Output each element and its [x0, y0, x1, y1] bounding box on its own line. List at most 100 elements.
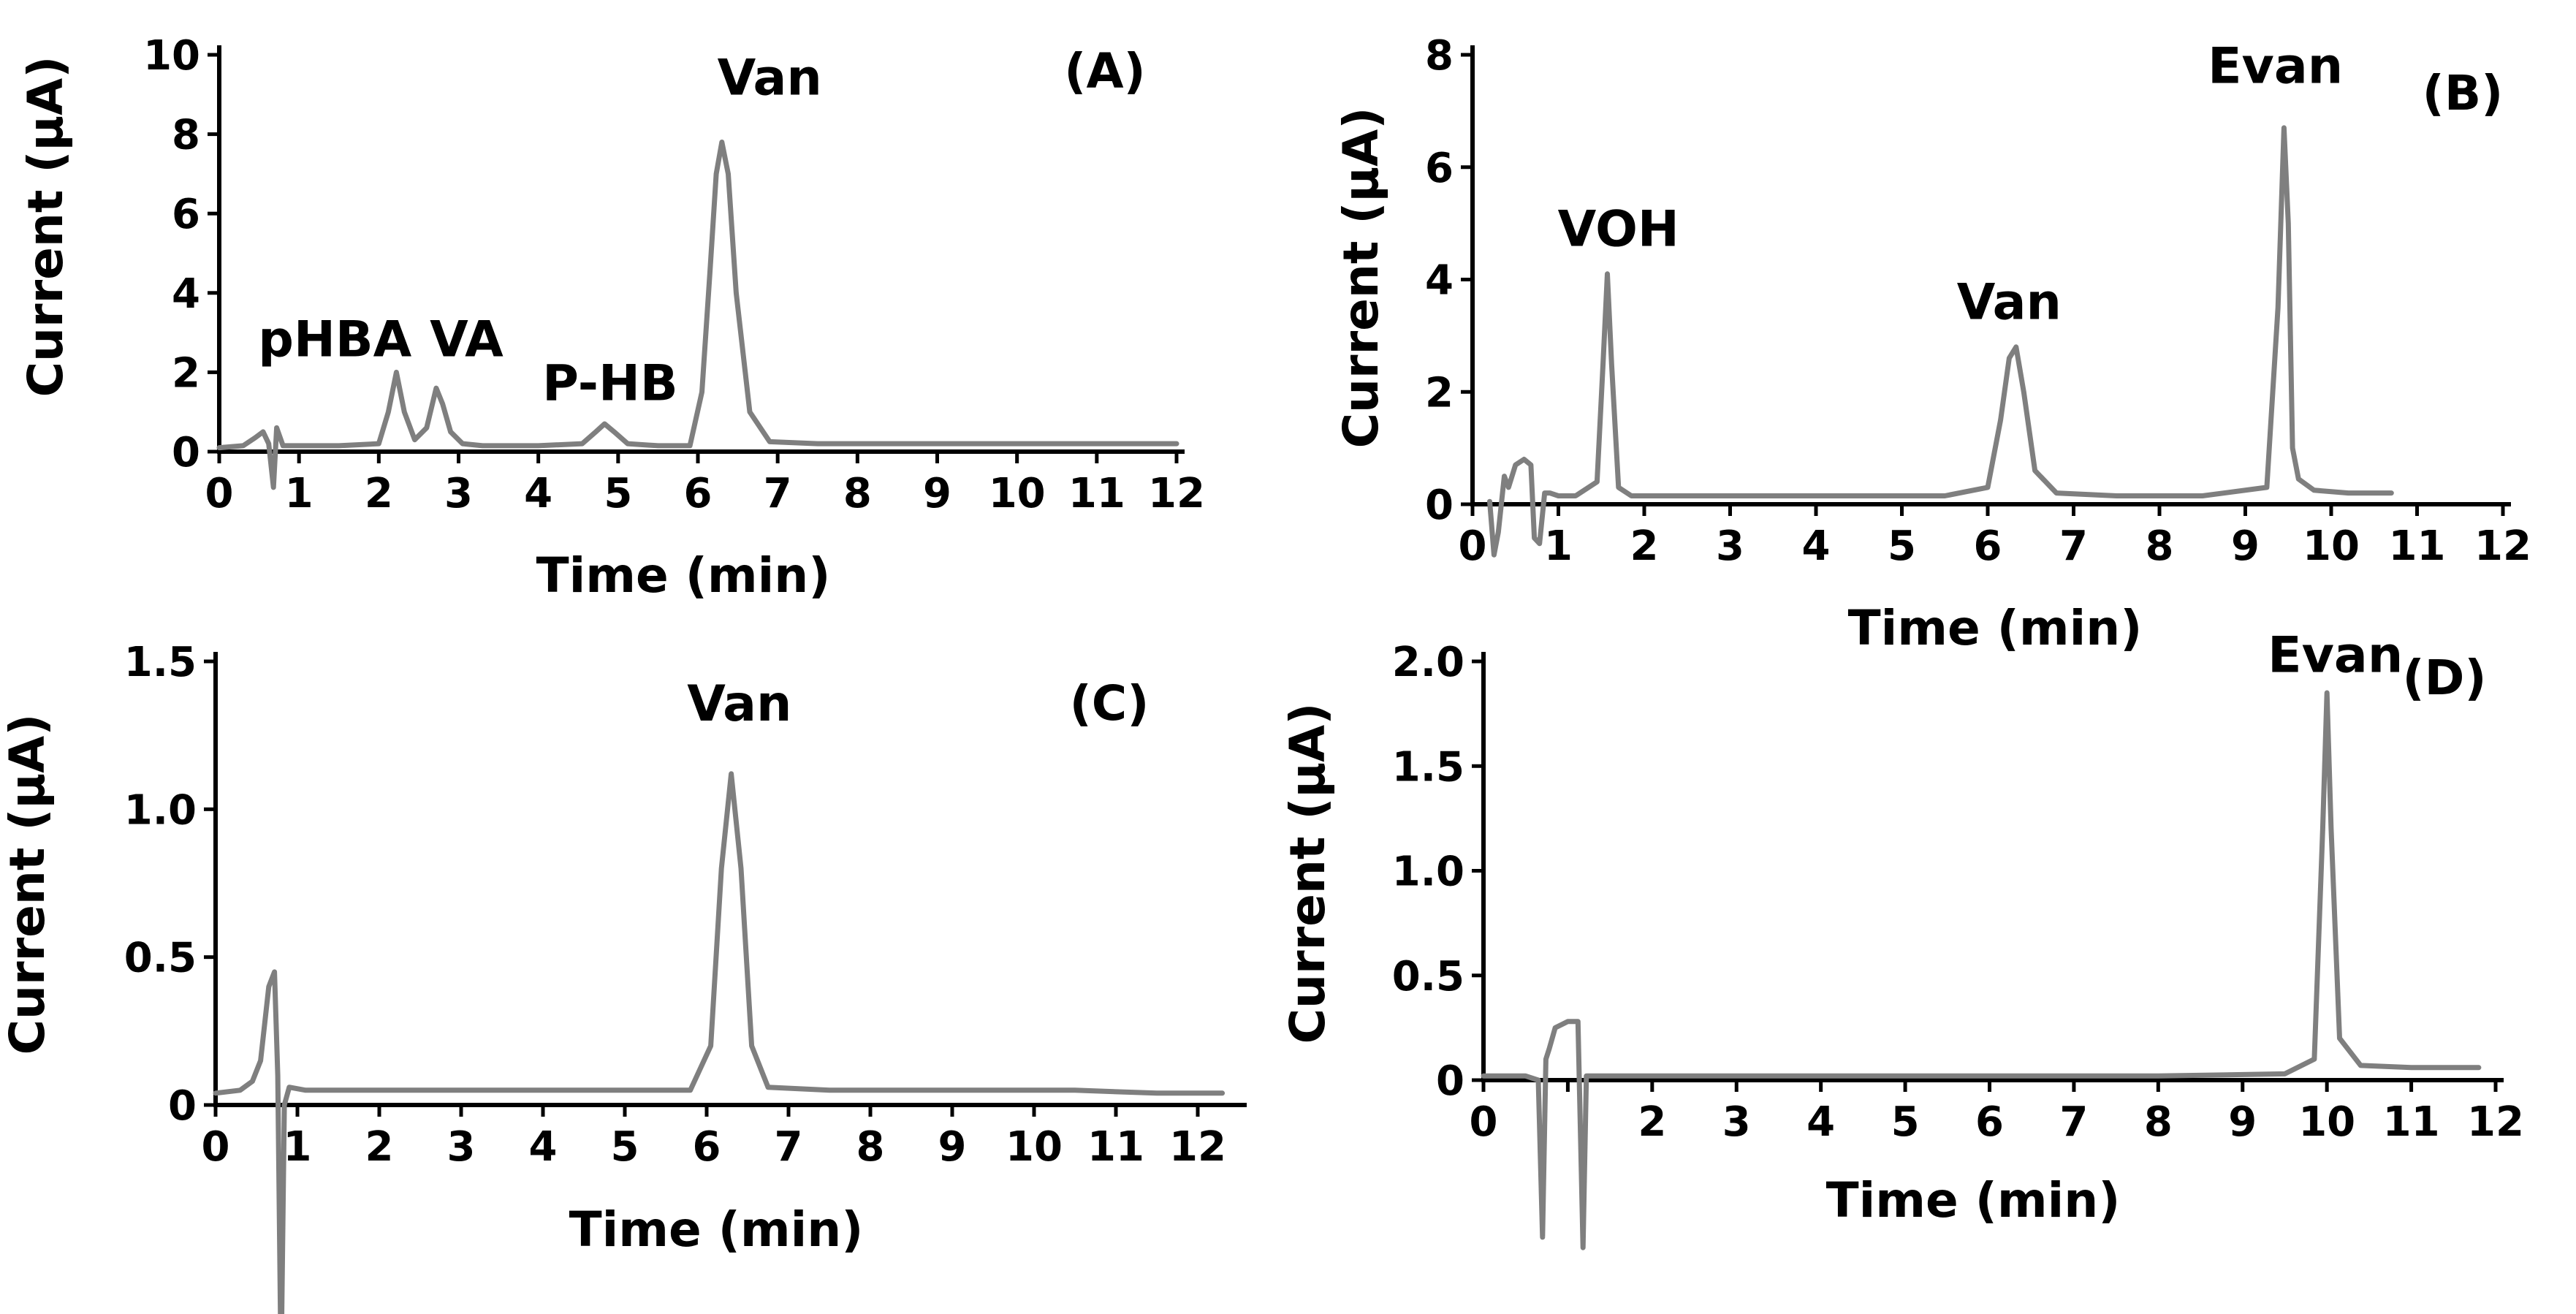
x-tick-label-b: 7	[2059, 523, 2088, 570]
y-tick-label-d: 0.5	[1392, 953, 1464, 1000]
peak-label-phba-a: pHBA	[258, 311, 411, 369]
x-tick-label-a: 12	[1148, 470, 1205, 517]
y-tick-label-a: 8	[172, 112, 200, 159]
panel-letter-b: (B)	[2423, 65, 2504, 121]
x-tick-label-c: 10	[1006, 1123, 1063, 1171]
x-tick-label-a: 1	[285, 470, 314, 517]
chromatogram-trace-c	[213, 771, 1226, 1314]
y-tick-label-a: 4	[172, 270, 200, 318]
x-tick-label-b: 4	[1802, 523, 1831, 570]
axes-d	[1481, 652, 2504, 1082]
x-tick-label-c: 8	[856, 1123, 885, 1171]
chromatogram-trace-d	[1481, 690, 2482, 1250]
x-tick-label-d: 8	[2144, 1098, 2173, 1146]
x-axis-title-c: Time (min)	[569, 1201, 864, 1258]
peak-label-voh-b: VOH	[1558, 200, 1679, 258]
y-tick-label-a: 6	[172, 191, 200, 238]
x-axis-title-b: Time (min)	[1848, 600, 2143, 656]
panel-d: 0 2 3 4 5 6 7 8 9 10 11 12 0 0.5 1.0 1.5 2.0 Time (min) Cu…	[1280, 626, 2524, 1250]
x-tick-label-c: 5	[611, 1123, 639, 1171]
y-tick-label-b: 4	[1425, 257, 1454, 305]
x-tick-label-c: 6	[693, 1123, 721, 1171]
x-tick-label-a: 11	[1068, 470, 1125, 517]
x-tick-label-d: 11	[2383, 1098, 2440, 1146]
y-tick-label-c: 0.5	[124, 935, 197, 982]
x-tick-label-a: 10	[989, 470, 1046, 517]
x-tick-label-b: 2	[1630, 523, 1659, 570]
panel-letter-c: (C)	[1070, 675, 1150, 732]
peak-label-va-a: VA	[430, 311, 504, 369]
x-tick-label-a: 0	[205, 470, 234, 517]
y-tick-label-d: 2.0	[1392, 639, 1464, 686]
x-tick-label-b: 6	[1974, 523, 2002, 570]
y-tick-label-a: 0	[172, 429, 200, 476]
y-tick-label-b: 2	[1425, 369, 1454, 417]
x-tick-label-a: 4	[524, 470, 552, 517]
x-tick-label-d: 4	[1806, 1098, 1835, 1146]
x-tick-label-c: 3	[447, 1123, 476, 1171]
x-tick-label-b: 1	[1544, 523, 1573, 570]
x-tick-label-d: 9	[2228, 1098, 2257, 1146]
x-tick-label-b: 5	[1888, 523, 1916, 570]
x-axis-title-d: Time (min)	[1826, 1172, 2121, 1228]
x-tick-label-b: 12	[2474, 523, 2531, 570]
panel-letter-a: (A)	[1064, 43, 1145, 99]
x-tick-label-c: 12	[1169, 1123, 1226, 1171]
x-tick-label-d: 0	[1470, 1098, 1498, 1146]
x-tick-label-c: 9	[938, 1123, 967, 1171]
x-tick-label-b: 3	[1716, 523, 1744, 570]
y-tick-label-b: 0	[1425, 482, 1454, 529]
y-tick-label-c: 1.0	[124, 786, 197, 834]
peak-label-p-hb-a: P-HB	[542, 354, 678, 412]
x-tick-label-a: 9	[923, 470, 951, 517]
x-tick-label-b: 8	[2146, 523, 2174, 570]
x-tick-label-d: 3	[1722, 1098, 1751, 1146]
peak-label-van-a: Van	[718, 49, 822, 107]
x-tick-label-c: 2	[365, 1123, 394, 1171]
y-axis-title-b: Current (µA)	[1333, 107, 1389, 449]
peak-label-van-c: Van	[687, 675, 791, 733]
y-tick-label-a: 10	[143, 32, 200, 80]
x-tick-label-a: 2	[365, 470, 393, 517]
y-axis-title-a: Current (µA)	[18, 56, 74, 398]
x-tick-label-c: 7	[775, 1123, 803, 1171]
peak-label-evan-b: Evan	[2208, 37, 2343, 95]
chromatogram-trace-b	[1487, 125, 2394, 558]
x-tick-label-d: 2	[1638, 1098, 1666, 1146]
y-tick-label-a: 2	[172, 349, 200, 397]
x-tick-label-c: 11	[1087, 1123, 1144, 1171]
y-tick-label-d: 1.0	[1392, 848, 1464, 896]
x-tick-label-b: 0	[1459, 523, 1487, 570]
y-axis-title-c: Current (µA)	[0, 714, 56, 1055]
x-tick-label-a: 8	[843, 470, 872, 517]
x-tick-label-d: 6	[1975, 1098, 2004, 1146]
x-axis-title-a: Time (min)	[536, 547, 831, 604]
x-tick-label-a: 6	[684, 470, 713, 517]
x-tick-label-b: 10	[2303, 523, 2360, 570]
panel-letter-d: (D)	[2402, 650, 2486, 706]
y-tick-label-d: 0	[1436, 1057, 1464, 1105]
x-tick-label-a: 5	[604, 470, 632, 517]
chromatogram-trace-a	[216, 140, 1179, 490]
x-tick-label-c: 4	[529, 1123, 558, 1171]
x-tick-label-b: 9	[2231, 523, 2260, 570]
x-tick-label-c: 1	[284, 1123, 312, 1171]
x-tick-label-a: 3	[444, 470, 473, 517]
x-tick-label-d: 5	[1891, 1098, 1920, 1146]
y-tick-label-b: 6	[1425, 145, 1454, 192]
x-tick-label-c: 0	[202, 1123, 230, 1171]
y-tick-label-c: 1.5	[124, 639, 197, 686]
y-tick-label-c: 0	[168, 1082, 197, 1130]
x-tick-label-d: 10	[2298, 1098, 2355, 1146]
peak-label-van-b: Van	[1957, 273, 2062, 331]
x-tick-label-b: 11	[2389, 523, 2446, 570]
y-tick-label-d: 1.5	[1392, 743, 1464, 791]
y-axis-title-d: Current (µA)	[1280, 703, 1336, 1044]
x-tick-label-a: 7	[764, 470, 792, 517]
y-tick-label-b: 8	[1425, 32, 1454, 80]
x-tick-label-d: 12	[2467, 1098, 2524, 1146]
